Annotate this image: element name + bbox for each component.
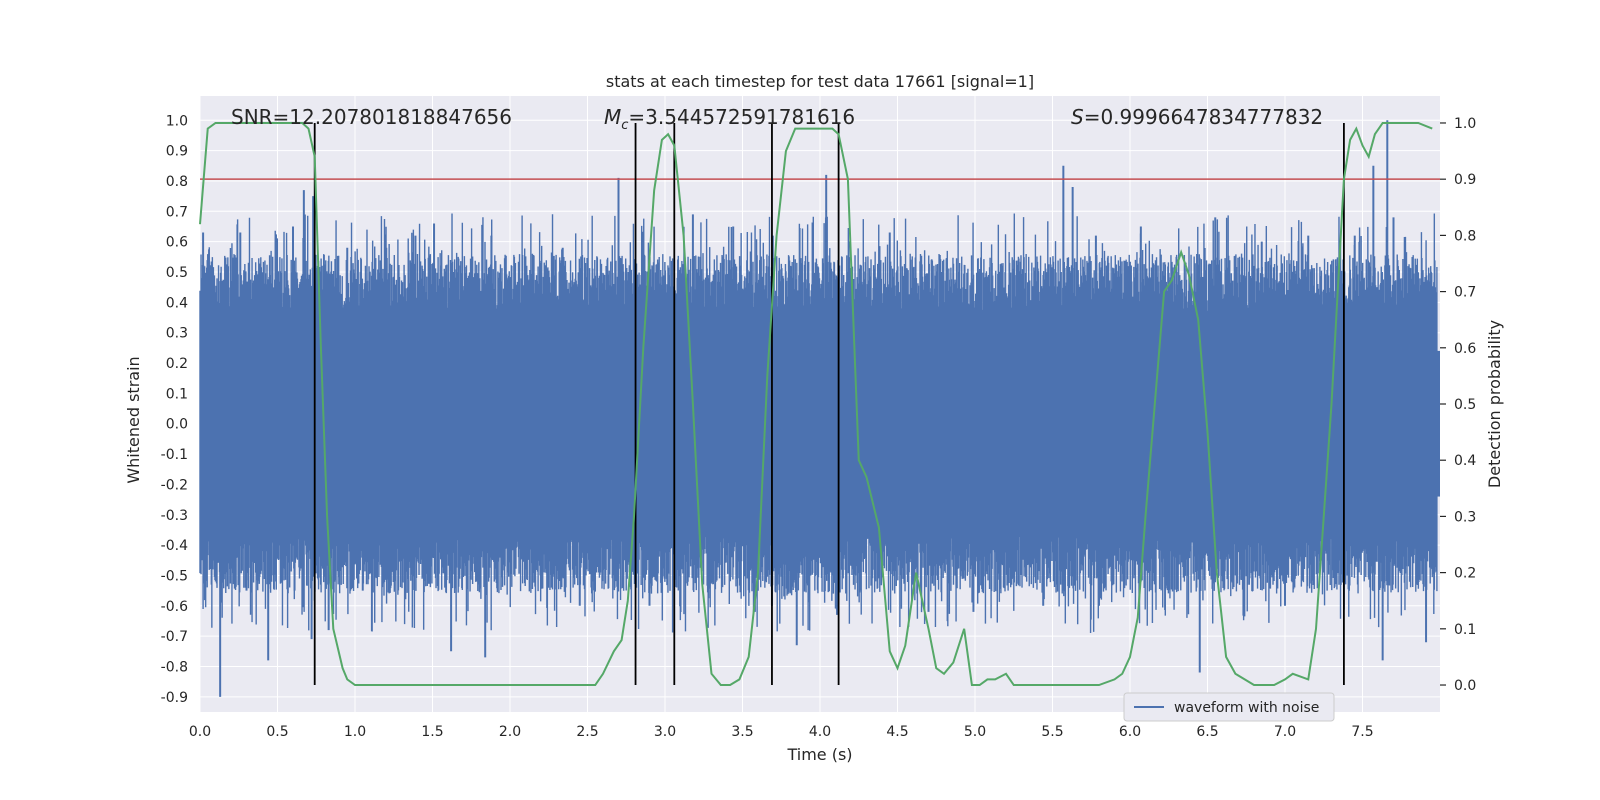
annotation-score: S=0.9996647834777832 [1071, 105, 1323, 129]
y2-tick-label: 0.0 [1454, 678, 1476, 694]
y2-tick-label: 0.5 [1454, 397, 1476, 413]
annotation-snr: SNR=12.207801818847656 [231, 105, 512, 129]
x-tick-label: 0.0 [189, 724, 211, 740]
y-tick-label: -0.7 [161, 629, 188, 645]
y-tick-label: -0.2 [161, 477, 188, 493]
x-tick-label: 0.5 [266, 724, 288, 740]
x-tick-label: 7.5 [1351, 724, 1373, 740]
vertical-markers [313, 122, 1345, 686]
y2-tick-label: 0.8 [1454, 228, 1476, 244]
y-tick-label: 0.2 [166, 356, 188, 372]
x-tick-label: 4.0 [809, 724, 831, 740]
y-tick-label: -0.5 [161, 568, 188, 584]
y-tick-label: 0.6 [166, 235, 188, 251]
x-tick-label: 3.0 [654, 724, 676, 740]
y-tick-label: 1.0 [166, 113, 188, 129]
y-tick-label: 0.7 [166, 204, 188, 220]
y-tick-label: 0.4 [166, 295, 188, 311]
y-tick-label: -0.8 [161, 659, 188, 675]
y2-tick-label: 0.1 [1454, 622, 1476, 638]
y2-tick-label: 0.6 [1454, 341, 1476, 357]
x-tick-label: 7.0 [1274, 724, 1296, 740]
y-tick-label: 0.8 [166, 174, 188, 190]
legend-label: waveform with noise [1174, 700, 1319, 716]
y-tick-label: 0.3 [166, 326, 188, 342]
y-tick-label: -0.9 [161, 690, 188, 706]
x-tick-label: 5.5 [1041, 724, 1063, 740]
y-tick-label: -0.4 [161, 538, 188, 554]
y-tick-label: 0.0 [166, 417, 188, 433]
x-tick-label: 4.5 [886, 724, 908, 740]
x-tick-label: 6.5 [1196, 724, 1218, 740]
x-tick-label: 3.5 [731, 724, 753, 740]
probability-line [199, 121, 1433, 687]
x-tick-label: 1.0 [344, 724, 366, 740]
waveform-series [199, 120, 1440, 697]
y-tick-label: -0.1 [161, 447, 188, 463]
x-tick-label: 6.0 [1119, 724, 1141, 740]
y-tick-label: 0.9 [166, 144, 188, 160]
axis-ticks: 0.0 0.5 1.0 1.5 2.0 2.5 3.0 3.5 4.0 4.5 5.0 5.5 6.0 6… [161, 113, 1477, 740]
x-tick-label: 2.5 [576, 724, 598, 740]
y2-tick-label: 0.3 [1454, 509, 1476, 525]
y2-tick-label: 0.9 [1454, 172, 1476, 188]
legend-box [1123, 692, 1335, 722]
y2-tick-label: 0.4 [1454, 453, 1476, 469]
chart-title: stats at each timestep for test data 176… [606, 72, 1034, 91]
x-tick-label: 1.5 [421, 724, 443, 740]
annotation-score-value: =0.9996647834777832 [1084, 105, 1323, 129]
waveform-core [200, 350, 1440, 497]
legend: waveform with noise [1123, 692, 1335, 722]
annotation-chirp-mass: Mc=3.544572591781616 [604, 105, 855, 133]
annotation-chirp-mass-value: =3.544572591781616 [628, 105, 855, 129]
probability-series [199, 121, 1433, 687]
y2-axis-label: Detection probability [1485, 320, 1504, 488]
annotation-chirp-mass-subscript: c [621, 118, 628, 133]
y2-tick-label: 1.0 [1454, 116, 1476, 132]
y-tick-label: -0.3 [161, 508, 188, 524]
y-tick-label: 0.5 [166, 265, 188, 281]
x-tick-label: 2.0 [499, 724, 521, 740]
y-tick-label: -0.6 [161, 599, 188, 615]
y2-tick-label: 0.7 [1454, 285, 1476, 301]
x-tick-label: 5.0 [964, 724, 986, 740]
x-axis-label: Time (s) [786, 745, 852, 764]
y2-tick-label: 0.2 [1454, 566, 1476, 582]
y-tick-label: 0.1 [166, 386, 188, 402]
annotation-score-symbol: S [1071, 105, 1084, 129]
y-axis-label: Whitened strain [124, 356, 143, 483]
annotation-chirp-mass-symbol: M [604, 105, 621, 129]
